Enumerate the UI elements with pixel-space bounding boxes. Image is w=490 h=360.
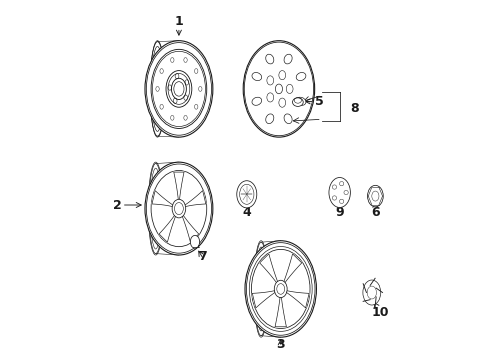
Ellipse shape bbox=[296, 72, 306, 81]
Ellipse shape bbox=[252, 97, 262, 105]
Polygon shape bbox=[284, 254, 302, 283]
Text: 4: 4 bbox=[243, 202, 251, 219]
Text: 10: 10 bbox=[372, 303, 390, 319]
Ellipse shape bbox=[145, 41, 213, 137]
Text: 1: 1 bbox=[174, 14, 183, 35]
Ellipse shape bbox=[344, 190, 348, 195]
Text: 7: 7 bbox=[198, 250, 206, 263]
Ellipse shape bbox=[245, 241, 317, 337]
Polygon shape bbox=[159, 215, 176, 242]
Polygon shape bbox=[275, 297, 286, 327]
Ellipse shape bbox=[254, 241, 268, 337]
Polygon shape bbox=[174, 172, 184, 200]
Ellipse shape bbox=[266, 114, 274, 123]
Ellipse shape bbox=[329, 177, 350, 207]
Text: 5: 5 bbox=[305, 95, 323, 108]
Text: 8: 8 bbox=[350, 102, 359, 115]
Ellipse shape bbox=[332, 185, 337, 189]
Ellipse shape bbox=[252, 72, 262, 81]
Polygon shape bbox=[185, 191, 206, 207]
Ellipse shape bbox=[266, 54, 274, 64]
Ellipse shape bbox=[172, 199, 186, 218]
Ellipse shape bbox=[243, 41, 315, 137]
Ellipse shape bbox=[363, 280, 381, 305]
Ellipse shape bbox=[279, 71, 286, 80]
Polygon shape bbox=[252, 291, 275, 308]
Ellipse shape bbox=[368, 185, 383, 207]
Ellipse shape bbox=[279, 98, 286, 107]
Ellipse shape bbox=[293, 98, 303, 107]
Text: 2: 2 bbox=[113, 198, 141, 212]
Ellipse shape bbox=[267, 76, 273, 85]
Polygon shape bbox=[152, 191, 173, 207]
Ellipse shape bbox=[296, 97, 306, 105]
Ellipse shape bbox=[237, 181, 257, 208]
Ellipse shape bbox=[286, 84, 293, 94]
Polygon shape bbox=[286, 291, 309, 308]
Ellipse shape bbox=[284, 54, 292, 64]
Text: 3: 3 bbox=[276, 338, 285, 351]
Ellipse shape bbox=[274, 280, 287, 298]
Ellipse shape bbox=[145, 162, 213, 255]
Ellipse shape bbox=[190, 235, 199, 248]
Ellipse shape bbox=[340, 181, 344, 186]
Ellipse shape bbox=[150, 41, 165, 137]
Ellipse shape bbox=[148, 162, 163, 255]
Text: 9: 9 bbox=[335, 203, 344, 219]
Ellipse shape bbox=[340, 199, 344, 203]
Ellipse shape bbox=[284, 114, 292, 123]
Ellipse shape bbox=[332, 196, 337, 200]
Ellipse shape bbox=[267, 93, 273, 102]
Polygon shape bbox=[182, 215, 199, 242]
Text: 6: 6 bbox=[371, 202, 380, 219]
Polygon shape bbox=[260, 254, 278, 283]
